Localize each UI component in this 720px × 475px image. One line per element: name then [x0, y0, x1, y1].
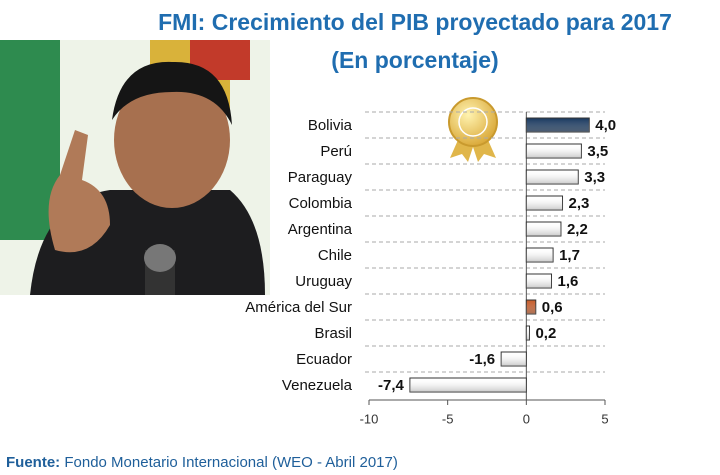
value-label: 1,6	[558, 273, 579, 290]
y-tick-label: Chile	[318, 247, 352, 264]
y-tick-label: Paraguay	[288, 169, 353, 186]
value-label: 3,3	[584, 169, 605, 186]
source-text: Fondo Monetario Internacional (WEO - Abr…	[64, 454, 398, 471]
bar-shade	[526, 170, 579, 184]
bar-shade	[526, 196, 563, 210]
y-tick-label: Argentina	[288, 221, 353, 238]
bar-shade	[409, 378, 527, 392]
y-tick-label: Colombia	[289, 195, 353, 212]
value-label: 4,0	[595, 117, 616, 134]
medal	[448, 97, 498, 162]
y-tick-label: América del Sur	[245, 299, 352, 316]
y-tick-label: Perú	[320, 143, 352, 160]
source: Fuente: Fondo Monetario Internacional (W…	[6, 454, 398, 471]
x-tick-label: 5	[601, 411, 608, 426]
bar-shade	[526, 118, 590, 132]
bar-shade	[501, 352, 527, 366]
bar-shade	[526, 222, 561, 236]
value-label: 3,5	[587, 143, 608, 160]
value-label: -1,6	[469, 351, 495, 368]
chart-subtitle: (En porcentaje)	[331, 47, 498, 73]
bar-shade	[526, 274, 552, 288]
y-tick-label: Brasil	[314, 325, 352, 342]
photo	[0, 40, 270, 295]
bar-shade	[526, 248, 554, 262]
y-tick-label: Bolivia	[308, 117, 353, 134]
bar-shade	[526, 326, 530, 340]
bar-shade	[526, 144, 582, 158]
value-label: 2,2	[567, 221, 588, 238]
x-tick-label: 0	[523, 411, 530, 426]
bar-shade	[526, 300, 536, 314]
x-tick-label: -5	[442, 411, 454, 426]
value-label: 2,3	[569, 195, 590, 212]
value-label: 0,6	[542, 299, 563, 316]
chart-title: FMI: Crecimiento del PIB proyectado para…	[158, 9, 672, 35]
value-label: 1,7	[559, 247, 580, 264]
x-tick-label: -10	[360, 411, 379, 426]
y-tick-label: Venezuela	[282, 377, 353, 394]
y-tick-label: Uruguay	[295, 273, 352, 290]
value-label: -7,4	[378, 377, 405, 394]
y-tick-label: Ecuador	[296, 351, 352, 368]
value-label: 0,2	[535, 325, 556, 342]
source-label: Fuente:	[6, 454, 60, 471]
